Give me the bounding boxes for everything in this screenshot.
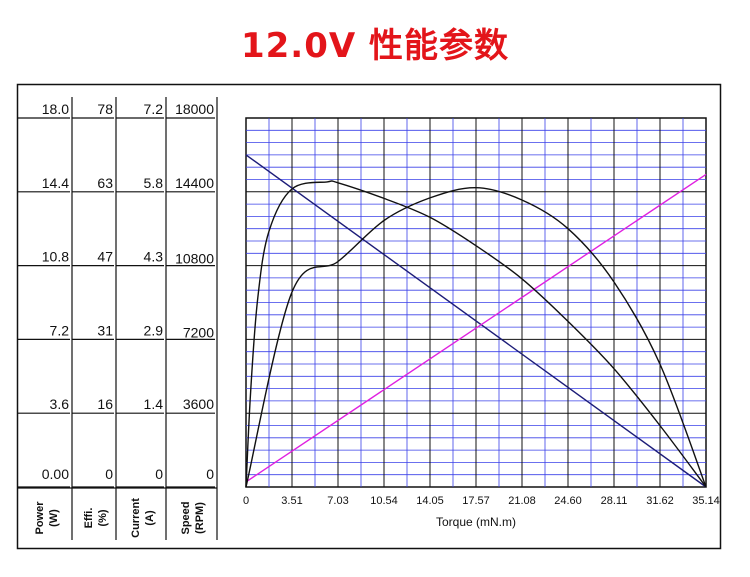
power-axis-label: Power (W): [34, 501, 60, 535]
speed-axis-label: Speed (RPM): [180, 501, 206, 534]
speed-tick-label: 10800: [175, 251, 214, 267]
chart-title: 12.0V 性能参数: [240, 26, 510, 66]
current-tick-label: 2.9: [144, 322, 164, 338]
y-scales: 18.0 14.4 10.8 7.2 3.6 0.00 Power (W) 78 63 47 31 16…: [17, 97, 218, 540]
x-tick-label: 31.62: [646, 495, 674, 507]
efficiency-tick-label: 31: [97, 322, 113, 338]
power-tick-label: 18.0: [42, 101, 69, 117]
speed-axis-label-line: Speed: [180, 501, 192, 534]
x-tick-label: 21.08: [508, 495, 536, 507]
speed-tick-label: 18000: [175, 101, 214, 117]
efficiency-tick-label: 63: [97, 175, 113, 191]
efficiency-tick-label: 78: [97, 101, 113, 117]
x-tick-label: 3.51: [281, 495, 302, 507]
x-tick-label: 7.03: [327, 495, 348, 507]
x-tick-label: 10.54: [370, 495, 398, 507]
x-tick-label: 28.11: [601, 495, 628, 507]
power-tick-label: 3.6: [50, 396, 70, 412]
x-tick-label: 14.05: [416, 495, 444, 507]
current-curve: [245, 173, 707, 483]
current-axis-label-unit: (A): [144, 510, 156, 526]
power-tick-label: 14.4: [42, 175, 69, 191]
speed-axis-label-unit: (RPM): [194, 502, 206, 534]
current-axis-label-line: Current: [130, 498, 142, 538]
grid: [246, 118, 706, 487]
speed-tick-label: 0: [206, 466, 214, 482]
current-tick-label: 7.2: [144, 101, 164, 117]
x-axis-label: Torque (mN.m): [436, 515, 516, 529]
x-tick-label: 35.14: [692, 495, 720, 507]
power-axis-label-line: Power: [34, 501, 46, 535]
current-tick-label: 0: [155, 466, 163, 482]
power-tick-label: 0.00: [42, 466, 69, 482]
speed-curve: [245, 154, 707, 488]
power-axis-label-unit: (W): [48, 509, 60, 527]
outer-frame: [16, 83, 722, 550]
efficiency-tick-label: 47: [97, 249, 113, 265]
speed-tick-label: 3600: [183, 396, 214, 412]
efficiency-axis-label: Effi. (%): [83, 508, 109, 529]
x-tick-label: 24.60: [554, 495, 582, 507]
chart-frame: [16, 83, 722, 550]
power-tick-label: 10.8: [42, 249, 69, 265]
series-lines: [245, 154, 707, 488]
efficiency-axis-label-line: Effi.: [83, 508, 95, 529]
power-curve: [245, 186, 707, 488]
speed-tick-label: 7200: [183, 324, 214, 340]
x-tick-label: 0: [243, 495, 249, 507]
efficiency-tick-label: 0: [105, 466, 113, 482]
x-axis-ticks: 0 3.51 7.03 10.54 14.05 17.57 21.08 24.60 28.11 3…: [243, 495, 720, 507]
x-tick-label: 17.57: [462, 495, 490, 507]
speed-tick-label: 14400: [175, 175, 214, 191]
current-tick-label: 1.4: [144, 396, 164, 412]
current-tick-label: 4.3: [144, 249, 164, 265]
current-axis-label: Current (A): [130, 498, 156, 538]
efficiency-tick-label: 16: [97, 396, 113, 412]
efficiency-curve: [245, 180, 707, 488]
efficiency-axis-label-unit: (%): [97, 509, 109, 526]
power-tick-label: 7.2: [50, 322, 70, 338]
current-tick-label: 5.8: [144, 175, 164, 191]
